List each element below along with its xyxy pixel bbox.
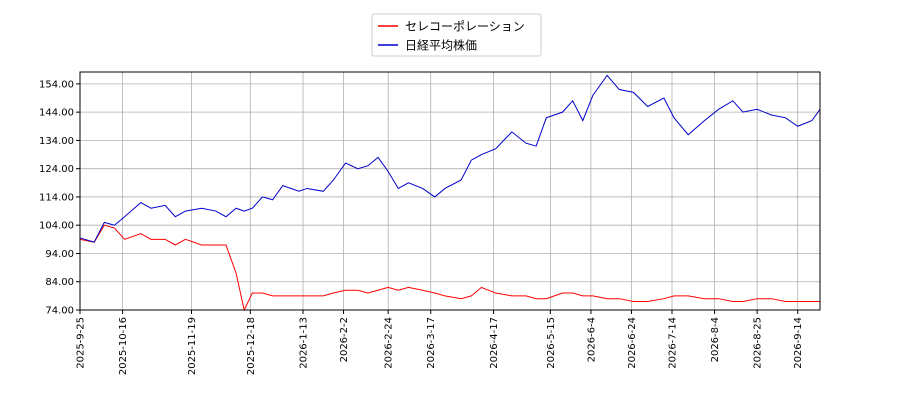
x-tick-label: 2026-4-17	[489, 317, 500, 369]
x-tick-label: 2025-11-19	[187, 317, 198, 375]
x-tick-label: 2025-9-25	[76, 317, 87, 369]
y-tick-label: 84.00	[45, 277, 74, 288]
y-tick-label: 94.00	[45, 249, 74, 260]
x-tick-label: 2026-6-24	[627, 317, 638, 369]
x-tick-label: 2026-2-24	[384, 317, 395, 369]
plot-frame	[79, 71, 821, 311]
x-tick-label: 2026-8-4	[710, 317, 721, 362]
y-tick-label: 74.00	[45, 306, 74, 317]
y-tick-label: 114.00	[39, 192, 74, 203]
y-tick-label: 124.00	[39, 164, 74, 175]
x-tick-label: 2026-1-13	[299, 317, 310, 369]
legend-label: 日経平均株価	[405, 38, 477, 53]
legend-box	[371, 13, 542, 57]
series-line	[79, 224, 820, 312]
x-tick-label: 2026-7-14	[668, 317, 679, 369]
y-tick-label: 104.00	[39, 221, 74, 232]
y-tick-label: 144.00	[39, 108, 74, 119]
x-tick-label: 2025-10-16	[118, 317, 129, 375]
y-tick-label: 154.00	[39, 79, 74, 90]
x-tick-label: 2026-5-15	[546, 317, 557, 369]
x-tick-label: 2026-3-17	[426, 317, 437, 369]
y-tick-label: 134.00	[39, 136, 74, 147]
series-line	[79, 74, 821, 243]
legend-label: セレコーポレーション	[405, 20, 525, 34]
x-tick-label: 2026-9-14	[793, 317, 804, 369]
x-tick-label: 2025-12-18	[246, 317, 257, 375]
x-tick-label: 2026-8-25	[753, 317, 764, 369]
x-tick-label: 2026-2-2	[339, 317, 350, 362]
x-tick-label: 2026-6-4	[586, 317, 597, 362]
